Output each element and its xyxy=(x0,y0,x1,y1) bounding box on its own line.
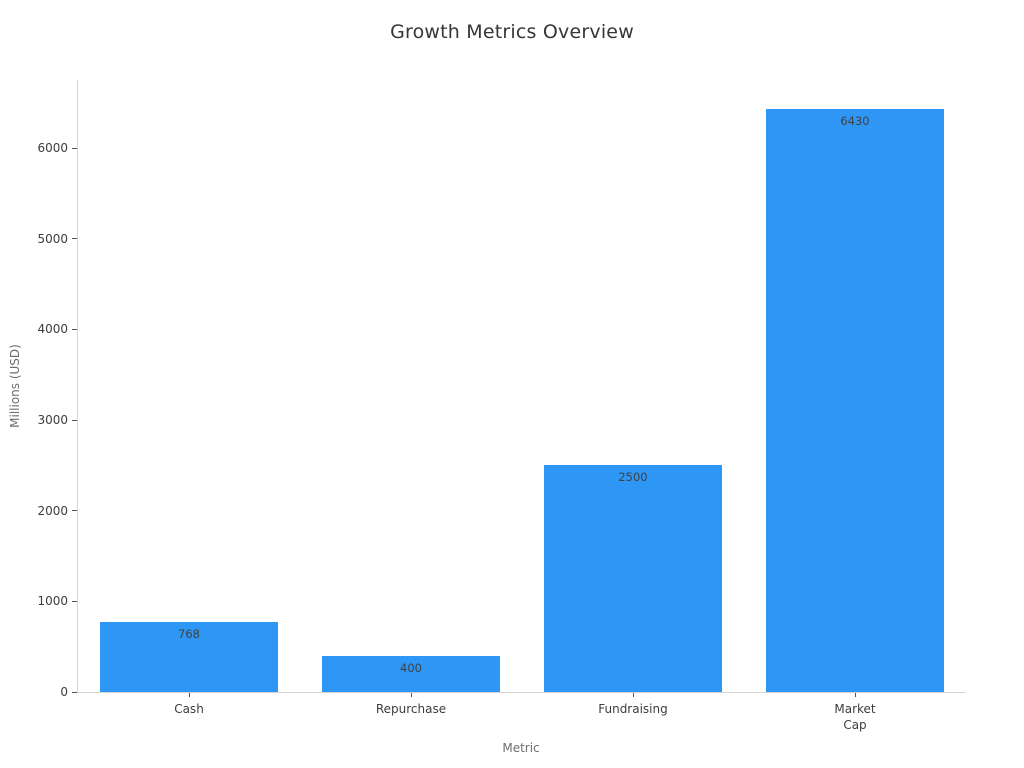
y-tick-label: 5000 xyxy=(37,231,68,246)
plot-area: 0 1000 2000 3000 4000 5000 6000 768 Cash 400 Repur… xyxy=(37,80,966,732)
x-axis-tick-mark xyxy=(410,693,412,697)
bar-value-label-cash: 768 xyxy=(178,627,200,642)
y-tick-label: 6000 xyxy=(37,141,68,155)
y-axis-tick-mark xyxy=(72,510,77,512)
x-tick-label-market-cap: Market Cap xyxy=(834,702,876,732)
bar-market-cap[interactable] xyxy=(766,109,944,692)
bar-value-label-market-cap: 6430 xyxy=(840,114,870,128)
x-axis-tick-mark xyxy=(188,693,190,697)
x-axis-tick-mark xyxy=(632,693,634,697)
bar-value-label-fundraising: 2500 xyxy=(618,470,648,485)
x-tick-label-repurchase: Repurchase xyxy=(375,702,447,716)
y-axis-tick-mark xyxy=(72,238,77,240)
bar-value-label-repurchase: 400 xyxy=(400,660,422,675)
y-tick-label: 2000 xyxy=(37,503,68,518)
x-tick-label-fundraising: Fundraising xyxy=(598,702,668,716)
y-axis-tick-mark xyxy=(72,328,77,330)
y-axis-tick-mark xyxy=(72,691,77,693)
y-tick-label: 1000 xyxy=(37,594,68,609)
bar-fundraising[interactable] xyxy=(544,465,722,692)
x-axis-title: Metric xyxy=(502,741,540,755)
x-axis-tick-mark xyxy=(854,693,856,697)
y-axis-tick-mark xyxy=(72,419,77,421)
y-tick-label: 4000 xyxy=(37,322,68,337)
y-tick-label: 3000 xyxy=(37,413,68,427)
y-axis-tick-mark xyxy=(72,147,77,149)
chart-title: Growth Metrics Overview xyxy=(390,21,634,43)
bar-repurchase[interactable] xyxy=(322,655,500,692)
bar-cash[interactable] xyxy=(100,622,278,692)
y-tick-label: 0 xyxy=(60,685,68,699)
y-axis-tick-mark xyxy=(72,600,77,602)
x-tick-label-cash: Cash xyxy=(174,702,204,716)
